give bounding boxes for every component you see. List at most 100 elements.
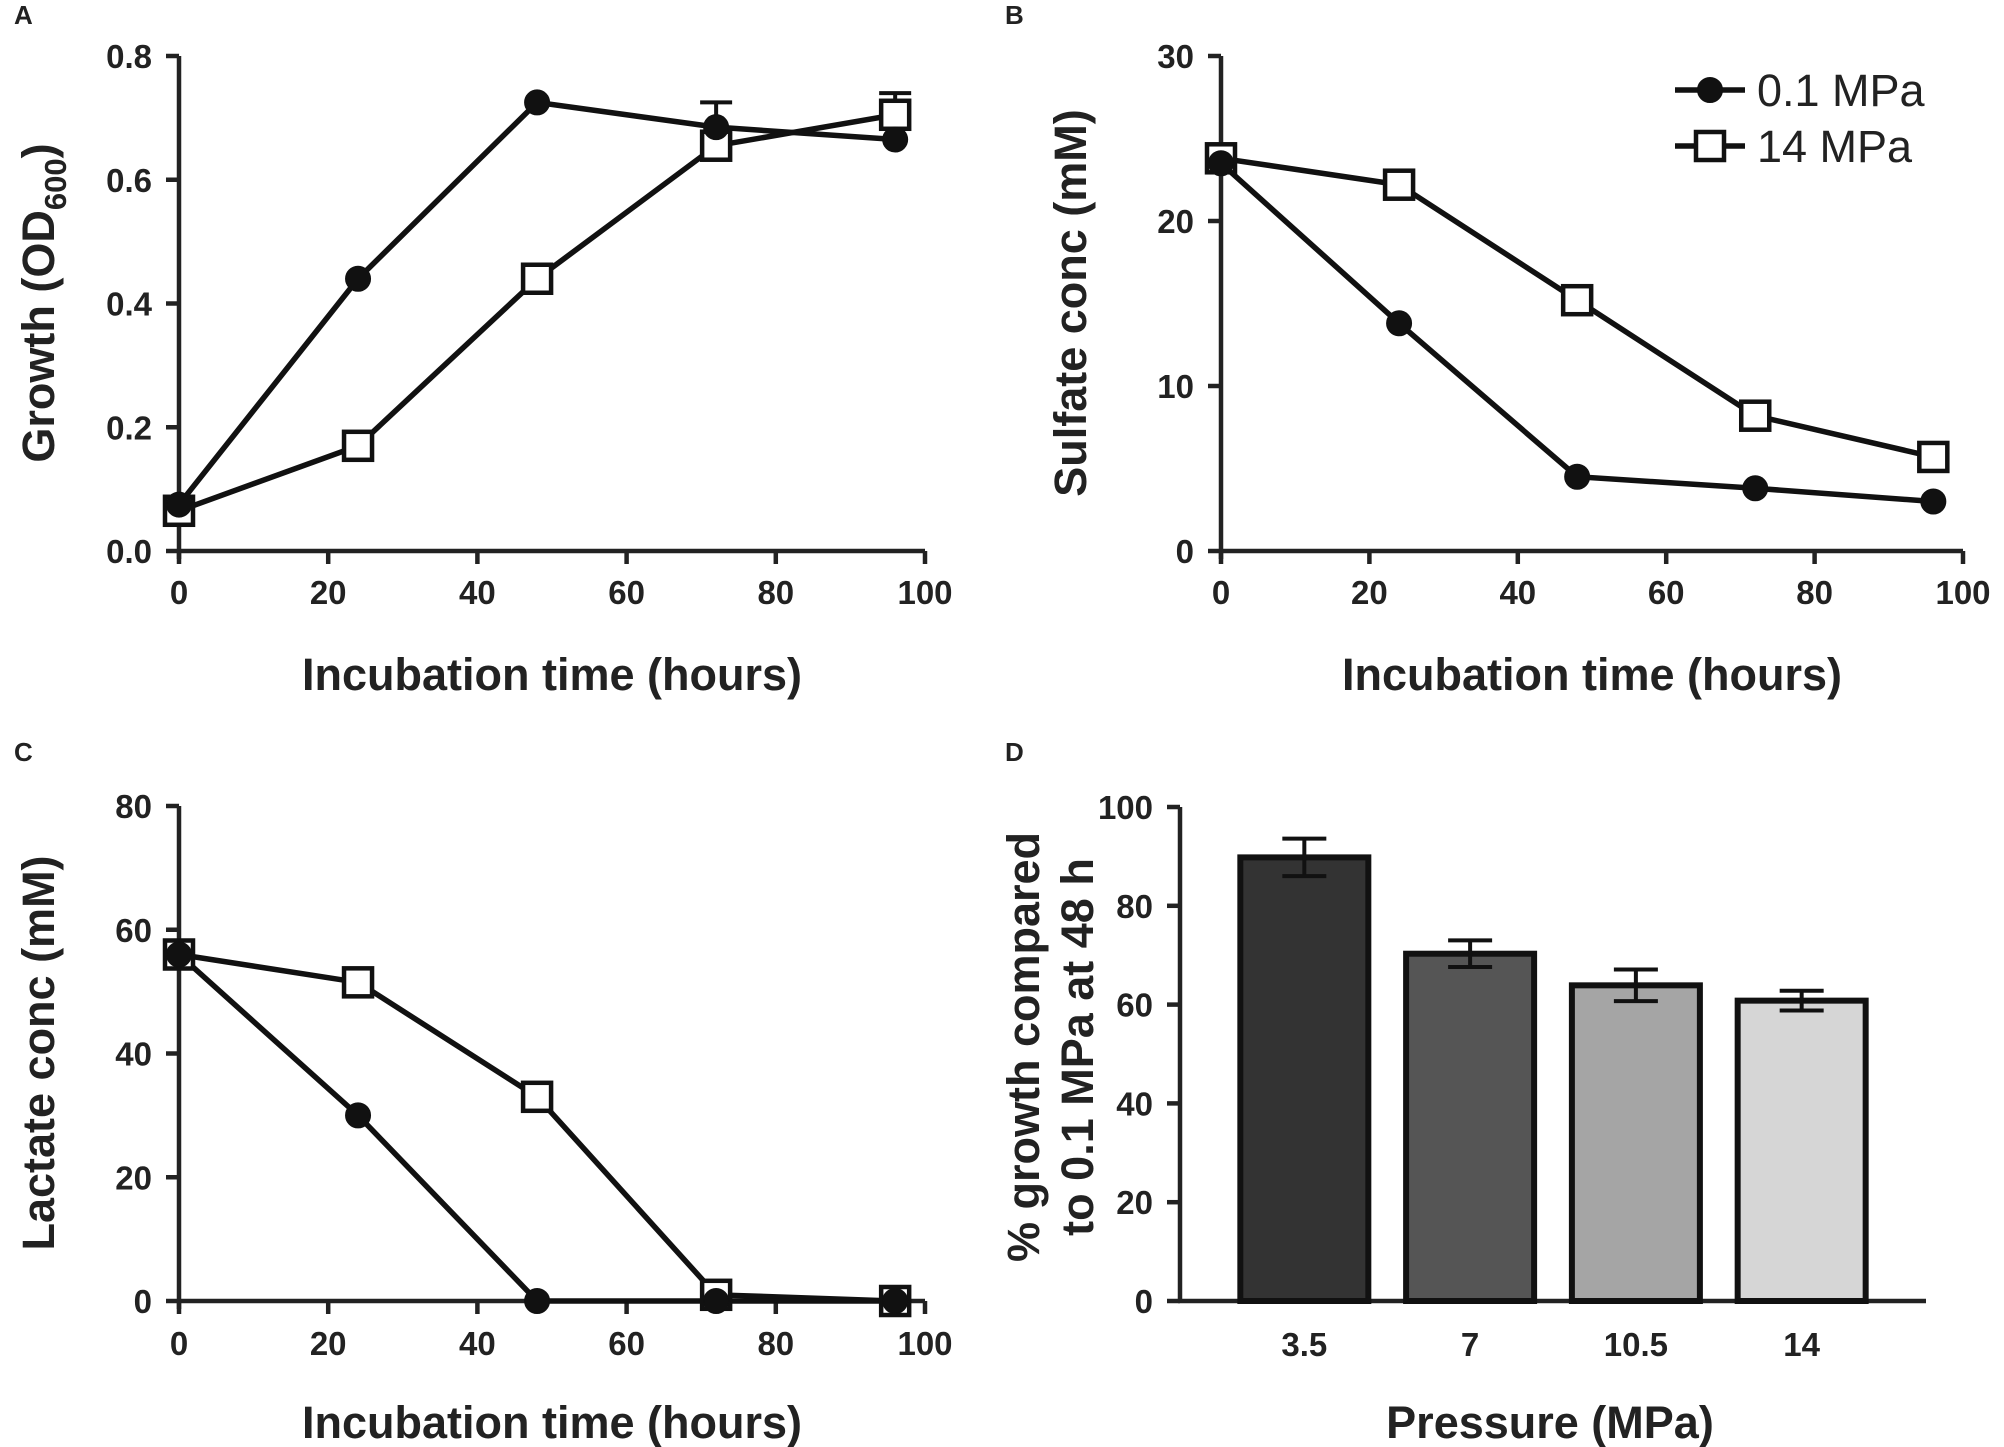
panel-a-y-axis-title-main: Growth (OD xyxy=(13,210,64,462)
panel-d-bar xyxy=(1237,854,1372,1304)
panel-b-point-open xyxy=(1382,168,1416,201)
panel-c-x-tick-label: 20 xyxy=(310,1325,347,1362)
panel-c-point-open xyxy=(520,1080,554,1114)
panel-label-d: D xyxy=(1005,737,1024,767)
panel-b-y-tick-label: 30 xyxy=(1157,38,1194,75)
panel-a-point-open xyxy=(341,429,375,463)
panel-c-y-tick-label: 40 xyxy=(115,1036,152,1073)
panel-label-c: C xyxy=(14,737,33,767)
panel-c-point-open xyxy=(341,966,375,999)
panel-a-point-filled xyxy=(166,491,192,518)
panel-b-y-tick-label: 0 xyxy=(1176,533,1194,570)
panel-c-point-filled xyxy=(345,1102,372,1129)
panel-b-point-open xyxy=(1738,399,1772,432)
panel-b-x-axis-title: Incubation time (hours) xyxy=(1342,649,1842,700)
panel-a-point-open xyxy=(878,98,912,132)
panel-a-y-tick-label: 0.6 xyxy=(106,162,152,199)
panel-a-y-axis-title: Growth (OD600) xyxy=(13,143,73,462)
panel-c-point-filled xyxy=(703,1288,730,1314)
panel-a-point-filled xyxy=(345,265,372,292)
panel-b-point-open xyxy=(1917,440,1950,474)
panel-c-x-tick-label: 60 xyxy=(608,1325,645,1362)
panel-d-bar xyxy=(1734,997,1869,1304)
panel-b-point-filled xyxy=(1208,150,1234,177)
panel-b-x-tick-label: 0 xyxy=(1212,574,1230,611)
panel-a-point-filled xyxy=(703,114,730,141)
panel-b-x-tick-label: 60 xyxy=(1648,574,1685,611)
panel-a-x-tick-label: 80 xyxy=(757,574,794,611)
panel-a-x-tick-label: 100 xyxy=(897,574,952,611)
panel-a-y-tick-label: 0.4 xyxy=(106,286,153,323)
panel-a-y-tick-label: 0.8 xyxy=(106,38,152,75)
panel-b-sulfate-chart: 0 10 20 30 0 20 40 60 80 100 Incubation time (hour… xyxy=(1045,38,1991,700)
panel-d-y-axis-title-line-1: % growth compared xyxy=(998,832,1049,1262)
panel-d-y-tick-label: 80 xyxy=(1116,888,1153,925)
panel-d-x-tick-label: 14 xyxy=(1783,1326,1820,1363)
panel-a-y-tick-label: 0.0 xyxy=(106,533,152,570)
panel-b-y-tick-label: 20 xyxy=(1157,203,1194,240)
panel-b-point-open xyxy=(1560,283,1594,317)
panel-c-x-tick-label: 100 xyxy=(897,1325,952,1362)
panel-c-x-axis-title: Incubation time (hours) xyxy=(302,1397,802,1447)
panel-a-x-tick-label: 60 xyxy=(608,574,645,611)
panel-b-point-filled xyxy=(1564,463,1591,490)
panel-d-y-tick-label: 0 xyxy=(1135,1283,1153,1320)
panel-d-bar xyxy=(1403,950,1538,1305)
panel-a-series-line xyxy=(178,112,896,514)
panel-c-y-tick-label: 20 xyxy=(115,1159,152,1196)
panel-a-x-tick-label: 40 xyxy=(459,574,496,611)
legend-marker-filled xyxy=(1697,77,1723,103)
panel-c-x-tick-label: 40 xyxy=(459,1325,496,1362)
panel-b-point-filled xyxy=(1920,488,1947,515)
panel-d-pressure-bar-chart: 0 20 40 60 80 100 3.5 7 10.5 14 Pressure (MPa) % gr… xyxy=(998,789,1926,1447)
panel-a-y-axis-title-close: ) xyxy=(13,143,64,158)
legend-label: 14 MPa xyxy=(1757,121,1913,172)
panel-a-x-tick-label: 20 xyxy=(310,574,347,611)
panel-c-point-filled xyxy=(524,1288,551,1314)
panel-c-point-filled xyxy=(166,941,192,968)
panel-d-y-tick-label: 60 xyxy=(1116,987,1153,1024)
panel-a-series-line xyxy=(176,99,896,507)
panel-a-x-axis-title: Incubation time (hours) xyxy=(302,649,802,700)
panel-b-point-filled xyxy=(1742,475,1769,502)
panel-c-series-line xyxy=(177,952,896,1304)
legend-marker-open xyxy=(1693,129,1727,163)
panel-b-y-axis-title: Sulfate conc (mM) xyxy=(1045,109,1096,497)
panel-c-y-axis-title: Lactate conc (mM) xyxy=(13,855,64,1250)
panel-a-x-tick-label: 0 xyxy=(170,574,188,611)
panel-d-y-tick-label: 100 xyxy=(1098,789,1153,826)
panel-b-series-line xyxy=(1219,161,1934,505)
panel-d-x-axis-title: Pressure (MPa) xyxy=(1386,1397,1714,1447)
panel-a-point-open xyxy=(520,262,554,295)
panel-a-y-axis-title-subscript: 600 xyxy=(38,158,73,210)
panel-c-y-tick-label: 60 xyxy=(115,912,152,949)
panel-c-lactate-chart: 0 20 40 60 80 0 20 40 60 80 100 Incubation time (ho… xyxy=(13,788,953,1447)
panel-a-y-tick-label: 0.2 xyxy=(106,409,152,446)
panel-c-y-tick-label: 0 xyxy=(134,1283,152,1320)
panel-label-a: A xyxy=(14,0,33,30)
panel-c-x-tick-label: 0 xyxy=(170,1325,188,1362)
panel-b-x-tick-label: 80 xyxy=(1796,574,1833,611)
panel-d-x-tick-label: 10.5 xyxy=(1604,1326,1668,1363)
panel-label-b: B xyxy=(1005,0,1024,30)
panel-b-x-tick-label: 20 xyxy=(1351,574,1388,611)
panel-d-x-tick-label: 3.5 xyxy=(1281,1326,1327,1363)
panel-b-x-tick-label: 40 xyxy=(1499,574,1536,611)
panel-d-y-tick-label: 40 xyxy=(1116,1085,1153,1122)
panel-b-x-tick-label: 100 xyxy=(1935,574,1990,611)
panel-a-growth-chart: 0.0 0.2 0.4 0.6 0.8 0 20 40 60 80 100 Incubation ti… xyxy=(13,38,953,700)
panel-c-point-filled xyxy=(882,1288,909,1314)
panel-d-y-tick-label: 20 xyxy=(1116,1184,1153,1221)
panel-a-point-filled xyxy=(524,89,551,116)
panel-d-x-tick-label: 7 xyxy=(1461,1326,1479,1363)
panel-c-y-tick-label: 80 xyxy=(115,788,152,825)
panel-d-bar xyxy=(1568,982,1703,1304)
panel-c-series-line xyxy=(178,951,896,1304)
panel-d-y-axis-title-line-2: to 0.1 MPa at 48 h xyxy=(1052,858,1103,1236)
panel-b-y-tick-label: 10 xyxy=(1157,368,1194,405)
panel-a-point-filled xyxy=(882,126,909,153)
panel-c-x-tick-label: 80 xyxy=(757,1325,794,1362)
panel-b-point-filled xyxy=(1386,310,1413,337)
legend-label: 0.1 MPa xyxy=(1757,65,1926,116)
